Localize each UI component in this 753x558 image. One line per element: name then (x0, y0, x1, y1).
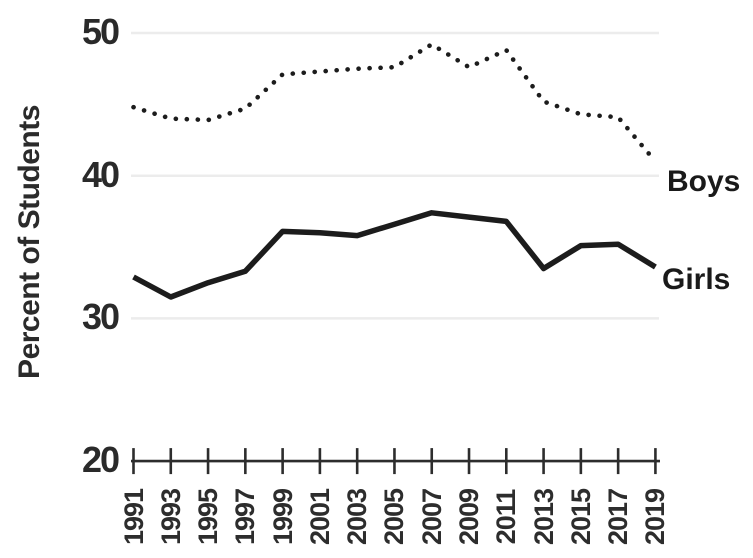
x-axis (131, 448, 660, 475)
series-label-boys: Boys (667, 165, 741, 198)
x-tick-label: 1995 (193, 488, 224, 546)
gridlines (131, 31, 659, 320)
boys-line (131, 41, 658, 164)
x-tick-label: 1991 (118, 488, 149, 546)
x-tick-label: 1999 (267, 488, 298, 546)
x-tick-label: 2009 (454, 488, 485, 546)
y-tick-label: 40 (81, 153, 120, 195)
x-tick-label: 2001 (304, 488, 335, 546)
y-tick-label: 50 (81, 11, 120, 52)
x-tick-label: 2019 (640, 488, 671, 546)
y-axis-title: Percent of Students (13, 105, 46, 379)
x-tick-label: 2005 (379, 488, 410, 546)
x-tick-label: 1997 (230, 488, 261, 546)
x-tick-label: 2011 (491, 489, 522, 545)
series-label-girls: Girls (662, 263, 731, 296)
y-tick-label: 20 (81, 439, 120, 481)
y-tick-label: 30 (81, 296, 120, 338)
x-tick-label: 2007 (416, 488, 447, 546)
x-tick-label: 2003 (342, 488, 373, 546)
x-tick-label: 2017 (603, 488, 634, 546)
x-tick-label: 2013 (528, 488, 559, 546)
x-tick-label: 2015 (565, 488, 596, 546)
girls-line (132, 210, 657, 300)
x-tick-label: 1993 (155, 488, 186, 546)
